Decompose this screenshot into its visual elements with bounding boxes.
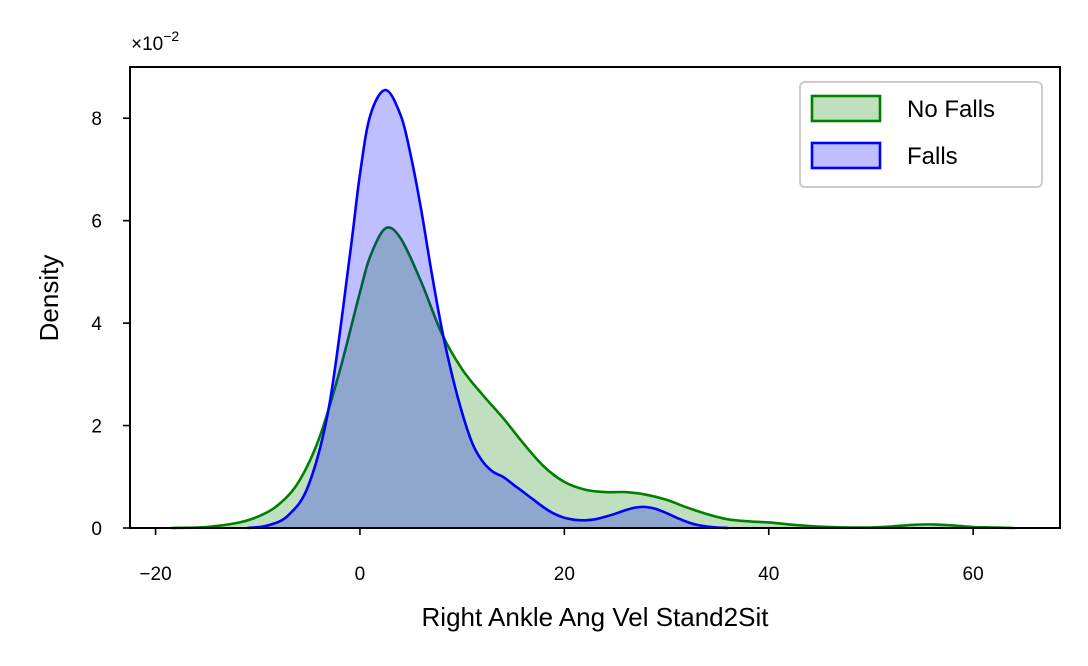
x-tick-label: 20	[554, 564, 575, 585]
y-tick-label: 8	[91, 109, 102, 130]
y-tick-label: 6	[91, 212, 102, 233]
axes-frame	[129, 66, 1061, 529]
x-tick-label: −20	[139, 564, 171, 585]
x-tick-label: 60	[963, 564, 984, 585]
y-axis-label: Density	[34, 255, 64, 342]
series-line-falls	[247, 88, 728, 530]
legend-swatch-falls	[810, 141, 882, 170]
legend-label-falls: Falls	[907, 143, 958, 170]
y-tick-label: 0	[91, 519, 102, 540]
y-tick-label: 2	[91, 417, 102, 438]
legend-swatch-no-falls	[810, 94, 882, 123]
series-line-no-falls	[170, 226, 1015, 530]
legend: No Falls Falls	[799, 81, 1043, 188]
series-area-no-falls	[170, 227, 1014, 528]
x-axis: −20 0 20 40 60	[139, 528, 984, 585]
x-axis-label: Right Ankle Ang Vel Stand2Sit	[422, 602, 770, 632]
y-axis: 0 2 4 6 8	[91, 109, 130, 540]
y-multiplier: ×10−2	[131, 28, 179, 55]
series-area-falls	[247, 90, 728, 528]
legend-label-no-falls: No Falls	[907, 96, 995, 123]
y-tick-label: 4	[91, 314, 102, 335]
x-tick-label: 0	[355, 564, 366, 585]
legend-swatch-bg	[812, 143, 880, 168]
x-tick-label: 40	[758, 564, 779, 585]
legend-swatch-bg	[812, 96, 880, 121]
